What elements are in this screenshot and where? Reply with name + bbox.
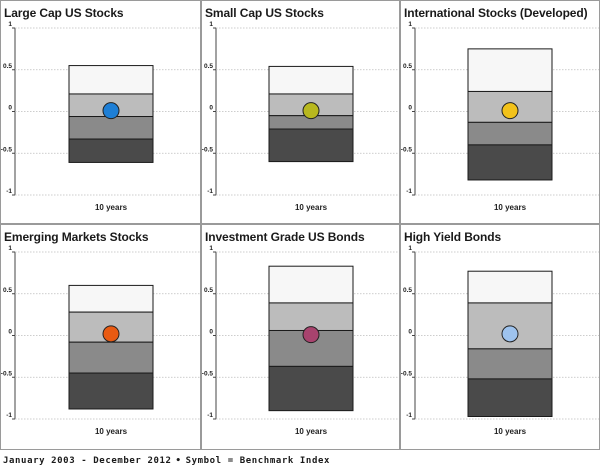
footer-note: January 2003 - December 2012 • Symbol = Be… [3,456,330,466]
y-tick-label: 0 [408,329,412,336]
x-category-label: 10 years [295,427,328,436]
footer-bullet: • [175,456,182,466]
band-upper-outer [268,265,354,304]
band-upper-outer [467,270,553,304]
y-tick-label: 1 [209,21,213,28]
chart-title: Investment Grade US Bonds [205,230,365,244]
y-tick-label: 0.5 [3,63,12,70]
y-tick-label: -0.5 [202,370,214,377]
y-tick-label: -0.5 [1,146,13,153]
chart-panel: High Yield Bonds 1 0.5 0 -0.5 -1 10 years [400,224,600,450]
y-tick-label: 1 [209,245,213,252]
chart-panel: Emerging Markets Stocks 1 0.5 0 -0.5 -1 10 yea… [0,224,201,450]
y-tick-label: 0.5 [204,63,213,70]
benchmark-marker [102,325,120,343]
benchmark-marker [501,102,519,120]
band-lower-outer [467,144,553,181]
band-upper-outer [467,48,553,92]
band-lower-inner [467,348,553,380]
y-tick-label: -1 [207,188,213,195]
footer-symbol-note: Symbol = Benchmark Index [185,456,331,466]
y-tick-label: -0.5 [202,146,214,153]
footer-period: January 2003 - December 2012 [3,456,172,466]
y-tick-label: 0 [209,105,213,112]
y-tick-label: 0 [209,329,213,336]
y-tick-label: -1 [406,412,412,419]
chart-panel: Large Cap US Stocks 1 0.5 0 -0.5 -1 10 years [0,0,201,224]
y-tick-label: -1 [6,412,12,419]
band-lower-outer [268,365,354,412]
x-category-label: 10 years [494,203,527,212]
chart-title: International Stocks (Developed) [404,6,588,20]
chart-plot: 1 0.5 0 -0.5 -1 10 years [1,21,200,212]
chart-panel: International Stocks (Developed) 1 0.5 0 -0.… [400,0,600,224]
chart-panel: Investment Grade US Bonds 1 0.5 0 -0.5 -1 10 y… [201,224,400,450]
band-lower-outer [268,128,354,163]
chart-grid: Large Cap US Stocks 1 0.5 0 -0.5 -1 10 years Sm… [0,0,600,450]
x-category-label: 10 years [95,427,128,436]
band-lower-outer [68,138,154,163]
x-category-label: 10 years [95,203,128,212]
band-lower-inner [467,121,553,146]
chart-plot: 1 0.5 0 -0.5 -1 10 years [1,245,200,436]
chart-title: Small Cap US Stocks [205,6,324,20]
chart-title: High Yield Bonds [404,230,502,244]
x-category-label: 10 years [295,203,328,212]
benchmark-marker [302,102,320,120]
chart-plot: 1 0.5 0 -0.5 -1 10 years [202,245,399,436]
chart-plot: 1 0.5 0 -0.5 -1 10 years [401,21,599,212]
band-lower-outer [68,372,154,410]
band-upper-outer [68,65,154,95]
chart-plot: 1 0.5 0 -0.5 -1 10 years [202,21,399,212]
y-tick-label: 1 [8,245,12,252]
x-category-label: 10 years [494,427,527,436]
benchmark-marker [302,326,320,344]
band-lower-inner [68,116,154,140]
y-tick-label: 0 [8,105,12,112]
band-lower-inner [68,341,154,374]
y-tick-label: -0.5 [1,370,13,377]
y-tick-label: -0.5 [401,370,413,377]
y-tick-label: 0.5 [204,287,213,294]
y-tick-label: 0 [8,329,12,336]
chart-title: Large Cap US Stocks [4,6,124,20]
y-tick-label: -1 [6,188,12,195]
y-tick-label: 0.5 [403,63,412,70]
y-tick-label: 1 [408,21,412,28]
band-upper-outer [68,284,154,313]
y-tick-label: 1 [8,21,12,28]
chart-panel: Small Cap US Stocks 1 0.5 0 -0.5 -1 10 years [201,0,400,224]
benchmark-marker [102,102,120,120]
benchmark-marker [501,325,519,343]
y-tick-label: 0 [408,105,412,112]
y-tick-label: 0.5 [403,287,412,294]
y-tick-label: -1 [406,188,412,195]
band-lower-outer [467,378,553,417]
y-tick-label: 0.5 [3,287,12,294]
y-tick-label: -0.5 [401,146,413,153]
chart-plot: 1 0.5 0 -0.5 -1 10 years [401,245,599,436]
chart-title: Emerging Markets Stocks [4,230,149,244]
y-tick-label: -1 [207,412,213,419]
y-tick-label: 1 [408,245,412,252]
band-upper-outer [268,65,354,95]
